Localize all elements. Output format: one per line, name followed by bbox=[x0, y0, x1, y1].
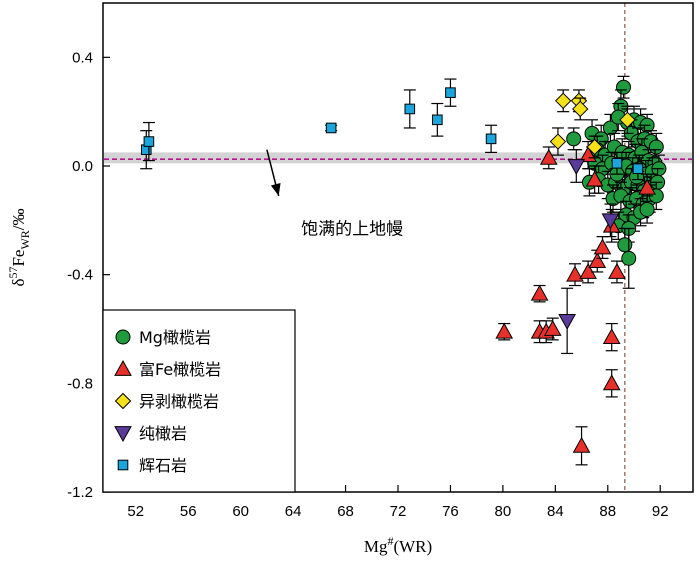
upper-mantle-annotation: 饱满的上地幔 bbox=[301, 219, 403, 239]
data-point bbox=[585, 170, 604, 187]
y-tick-label: 0.4 bbox=[72, 49, 93, 66]
legend-item: 富Fe橄榄岩 bbox=[114, 359, 221, 379]
data-point bbox=[567, 159, 586, 176]
legend-item: Mg橄榄岩 bbox=[115, 328, 211, 347]
data-point bbox=[543, 319, 562, 336]
x-tick-label: 60 bbox=[232, 503, 249, 520]
data-point bbox=[572, 436, 591, 453]
data-point bbox=[579, 262, 597, 279]
legend-item: 异剥橄榄岩 bbox=[114, 392, 219, 411]
x-tick-label: 92 bbox=[652, 503, 669, 520]
data-point bbox=[616, 79, 632, 95]
data-point bbox=[621, 250, 637, 266]
series-5 bbox=[140, 78, 644, 181]
data-point bbox=[143, 136, 155, 147]
data-point bbox=[530, 284, 549, 301]
data-point bbox=[617, 237, 633, 253]
y-axis-title-sub: WR bbox=[18, 230, 32, 249]
x-tick-label: 88 bbox=[599, 503, 616, 520]
legend-marker bbox=[114, 392, 132, 410]
x-tick-label: 56 bbox=[180, 503, 197, 520]
data-point bbox=[404, 103, 416, 115]
reference-band bbox=[104, 152, 692, 164]
x-tick-label: 52 bbox=[127, 503, 144, 520]
data-point bbox=[602, 328, 621, 345]
y-tick-label: -0.4 bbox=[67, 267, 93, 284]
x-tick-label: 64 bbox=[285, 503, 302, 520]
legend-marker bbox=[117, 459, 129, 471]
legend-label: 富Fe橄榄岩 bbox=[139, 360, 221, 379]
y-tick-label: 0.0 bbox=[72, 158, 93, 175]
data-point bbox=[632, 163, 644, 175]
data-point bbox=[586, 138, 603, 156]
annotation-arrow-head bbox=[270, 183, 281, 196]
data-point bbox=[648, 139, 664, 155]
series-4 bbox=[558, 149, 620, 355]
data-point bbox=[566, 265, 584, 282]
x-tick-label: 76 bbox=[442, 503, 459, 520]
y-axis-title-sup: 57 bbox=[6, 267, 20, 279]
data-point bbox=[611, 157, 623, 169]
data-point bbox=[638, 178, 656, 195]
x-tick-label: 84 bbox=[547, 503, 564, 520]
legend-label: 纯橄岩 bbox=[139, 424, 187, 443]
data-point bbox=[566, 131, 582, 147]
data-point bbox=[558, 313, 576, 330]
data-point bbox=[602, 374, 621, 391]
data-point bbox=[549, 133, 567, 150]
data-point bbox=[554, 92, 572, 110]
legend-marker bbox=[115, 329, 131, 345]
legend-label: Mg橄榄岩 bbox=[139, 328, 211, 347]
data-point bbox=[539, 148, 558, 165]
axes: 52 56 60 64 68 72 76 80 84 88 92 0.4 0.0 -0.4 -0.8 -1.2 bbox=[67, 2, 694, 520]
data-point bbox=[572, 100, 589, 118]
legend-marker bbox=[114, 359, 132, 376]
data-point bbox=[485, 133, 497, 145]
x-axis-title-main: Mg bbox=[364, 537, 388, 556]
x-tick-label: 68 bbox=[337, 503, 354, 520]
y-tick-label: -0.8 bbox=[67, 375, 93, 392]
legend-item: 纯橄岩 bbox=[114, 424, 187, 443]
x-tick-label: 80 bbox=[495, 503, 512, 520]
x-tick-label: 72 bbox=[390, 503, 407, 520]
legend-label: 辉石岩 bbox=[139, 456, 187, 475]
data-point bbox=[601, 213, 620, 230]
data-marks bbox=[140, 75, 667, 466]
data-point bbox=[593, 238, 612, 255]
series-3 bbox=[549, 89, 636, 159]
y-axis-title: δ57FeWR/‰ bbox=[6, 208, 32, 286]
y-tick-label: -1.2 bbox=[67, 484, 93, 501]
data-point bbox=[495, 322, 514, 339]
legend-marker bbox=[114, 426, 132, 443]
data-point bbox=[325, 122, 337, 134]
data-point bbox=[608, 262, 626, 279]
y-axis-title-main: Fe bbox=[9, 250, 28, 267]
data-point bbox=[619, 111, 636, 129]
legend-box bbox=[102, 309, 296, 493]
y-axis-title-tail: /‰ bbox=[9, 208, 28, 230]
data-point bbox=[588, 252, 607, 268]
data-point bbox=[445, 87, 456, 98]
data-point bbox=[602, 120, 618, 136]
x-axis-title: Mg#(WR) bbox=[364, 534, 432, 556]
x-axis-title-tail: (WR) bbox=[393, 537, 432, 556]
data-point bbox=[432, 114, 443, 126]
y-axis-title-delta: δ bbox=[9, 279, 28, 287]
legend-item: 辉石岩 bbox=[117, 456, 187, 475]
legend-label: 异剥橄榄岩 bbox=[139, 392, 219, 411]
x-axis-title-sup: # bbox=[387, 534, 393, 548]
data-point bbox=[639, 201, 655, 217]
